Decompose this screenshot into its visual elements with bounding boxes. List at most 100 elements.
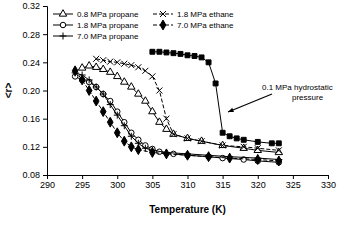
legend-marker [60,22,66,28]
data-point [100,57,106,63]
marker [157,49,162,54]
legend-label: 1.8 MPa ethane [177,10,234,19]
data-point [128,142,134,152]
legend-symbol [160,20,166,30]
y-tick-label: 0.20 [22,86,40,96]
marker [114,59,120,65]
data-point [185,135,191,141]
y-tick: 0.24 [22,58,47,68]
marker [99,65,106,71]
y-tick: 0.08 [22,170,47,180]
data-point [275,148,282,154]
marker [121,136,127,146]
marker [276,147,282,153]
legend-symbol [59,10,66,16]
y-tick-mark [43,62,47,63]
legend-label: 7.0 MPa propane [77,32,139,41]
marker [163,116,169,122]
x-tick-mark [223,175,224,179]
marker [213,81,218,86]
data-point [114,112,121,119]
data-point [213,81,218,86]
y-tick-label: 0.16 [22,114,40,124]
x-tick-label: 315 [216,180,231,190]
legend-marker [59,10,66,16]
marker [192,54,197,59]
data-point [227,153,233,163]
y-tick: 0.32 [22,1,47,11]
legend-marker [60,33,67,40]
data-point [93,83,100,90]
marker [93,96,99,106]
legend-label: 1.8 MPa propane [77,21,139,30]
x-tick-mark [82,175,83,179]
marker [135,145,141,155]
marker [121,61,127,67]
marker [199,55,204,60]
data-point [121,136,127,146]
legend-symbol [160,11,166,17]
data-point [185,53,190,58]
data-point [114,128,120,138]
data-point [100,91,107,98]
x-tick-mark [188,175,189,179]
legend-label: 7.0 MPa ethane [177,21,234,30]
y-axis-title: <r> [3,83,14,99]
marker [128,62,134,68]
series-line [152,52,278,144]
marker [72,66,78,76]
legend-marker [160,11,166,17]
legend: 0.8 MPa propane1.8 MPa propane7.0 MPa pr… [53,10,234,41]
y-tick-mark [43,34,47,35]
marker [185,53,190,58]
data-point [135,64,141,70]
data-point [92,63,99,69]
marker [142,97,149,103]
y-tick: 0.28 [22,30,47,40]
x-tick-label: 330 [321,180,336,190]
x-tick-label: 305 [145,180,160,190]
marker [178,51,183,56]
y-tick: 0.20 [22,86,47,96]
data-point [163,125,170,131]
x-tick: 325 [286,175,301,190]
data-point [206,60,211,65]
data-point [255,155,261,165]
x-tick: 290 [40,175,55,190]
legend-symbol [60,22,66,28]
marker [198,137,205,143]
data-point [269,141,274,146]
marker [171,151,177,157]
y-tick-mark [43,119,47,120]
data-point [171,51,176,56]
data-point [114,72,121,78]
data-point [150,148,156,158]
data-point [254,146,261,152]
data-point [198,137,205,143]
y-tick-mark [43,147,47,148]
x-tick: 305 [145,175,160,190]
data-point [220,130,225,135]
chart: 2902953003053103153203253300.080.120.160… [0,0,344,227]
x-tick-label: 290 [40,180,55,190]
data-point [121,78,128,84]
marker [114,128,120,138]
data-point [93,96,99,106]
x-tick-mark [258,175,259,179]
marker [219,141,226,147]
data-point [78,64,85,70]
marker [171,51,176,56]
data-point [142,97,149,103]
data-point [121,122,128,129]
data-point [163,116,169,122]
y-tick-mark [43,175,47,176]
y-tick-mark [43,91,47,92]
marker [78,64,85,70]
data-point [107,68,114,74]
marker [107,101,114,108]
marker [100,91,107,98]
marker [93,56,99,62]
marker [164,50,169,55]
data-point [107,117,113,127]
data-point [164,149,170,159]
